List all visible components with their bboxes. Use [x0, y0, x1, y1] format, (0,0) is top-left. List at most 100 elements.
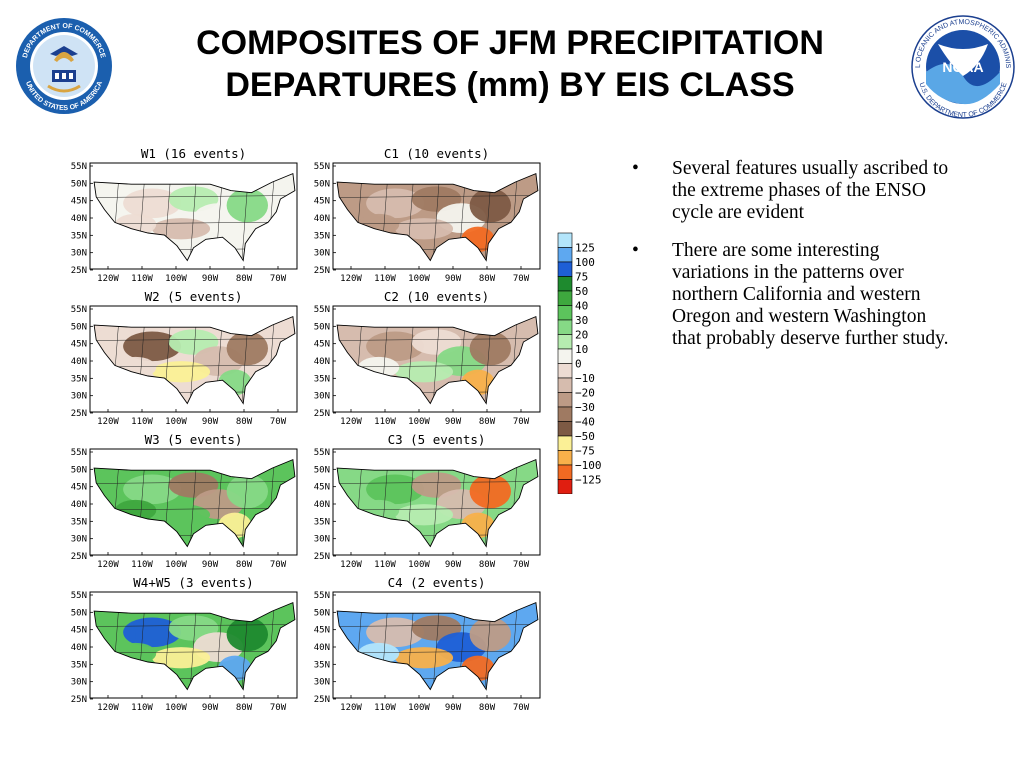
lon-tick-label: 70W	[270, 560, 287, 570]
lon-tick-label: 90W	[445, 560, 462, 570]
state-border	[337, 507, 538, 511]
shading-region	[123, 331, 182, 362]
lon-tick-label: 90W	[202, 274, 219, 284]
coastline	[93, 601, 296, 691]
lat-tick-label: 35N	[314, 517, 330, 527]
lon-tick-label: 110W	[131, 703, 153, 713]
lat-tick-label: 25N	[314, 409, 330, 419]
lon-tick-label: 70W	[270, 703, 287, 713]
lon-tick-label: 80W	[479, 560, 496, 570]
shading-region	[469, 617, 512, 652]
legend-swatch	[557, 464, 573, 480]
lon-tick-label: 120W	[97, 417, 119, 427]
panel-title: C1 (10 events)	[384, 146, 489, 161]
lon-tick-label: 70W	[513, 560, 530, 570]
legend-label: 125	[575, 242, 595, 255]
shading-region	[226, 617, 269, 652]
lat-tick-label: 35N	[71, 231, 87, 241]
legend-swatch	[557, 247, 573, 263]
lat-tick-label: 35N	[71, 660, 87, 670]
legend-label: 0	[575, 358, 582, 371]
lat-tick-label: 30N	[314, 535, 330, 545]
legend-label: −125	[575, 474, 602, 487]
state-border	[337, 221, 538, 225]
lon-tick-label: 90W	[445, 703, 462, 713]
legend-label: −50	[575, 430, 595, 443]
lon-tick-label: 80W	[479, 417, 496, 427]
legend-swatch	[557, 479, 573, 494]
lat-tick-label: 45N	[71, 626, 87, 636]
lat-tick-label: 50N	[71, 465, 87, 475]
lon-tick-label: 110W	[374, 560, 396, 570]
departure-shading	[337, 316, 538, 404]
legend-label: −100	[575, 459, 602, 472]
lat-tick-label: 35N	[71, 374, 87, 384]
legend-label: 75	[575, 271, 588, 284]
map-panel-c4: C4 (2 events) 55N 50N 45N 40N 35N 30N 25N 120W 11…	[314, 575, 541, 713]
lon-tick-label: 110W	[374, 417, 396, 427]
map-panel-w3: W3 (5 events) 55N 50N 45N 40N 35N 30N 25N 120W 11…	[71, 432, 298, 570]
lon-tick-label: 80W	[236, 417, 253, 427]
lat-tick-label: 35N	[314, 374, 330, 384]
legend-swatch	[557, 319, 573, 335]
lat-tick-label: 30N	[71, 535, 87, 545]
lat-tick-label: 25N	[71, 695, 87, 705]
lon-tick-label: 100W	[408, 274, 430, 284]
shading-region	[226, 474, 269, 509]
shading-region	[226, 188, 269, 223]
lon-tick-label: 100W	[408, 560, 430, 570]
state-border	[94, 195, 295, 198]
lat-tick-label: 25N	[71, 409, 87, 419]
legend-label: 50	[575, 285, 588, 298]
legend-swatch	[557, 232, 573, 248]
lat-tick-label: 40N	[71, 214, 87, 224]
lat-tick-label: 55N	[314, 591, 330, 601]
lat-tick-label: 50N	[314, 465, 330, 475]
lon-tick-label: 80W	[236, 703, 253, 713]
departure-shading	[337, 602, 538, 690]
legend-swatch	[557, 261, 573, 277]
lon-tick-label: 90W	[202, 703, 219, 713]
lat-tick-label: 45N	[314, 483, 330, 493]
lon-tick-label: 100W	[165, 560, 187, 570]
legend-label: −30	[575, 401, 595, 414]
lon-tick-label: 100W	[165, 274, 187, 284]
state-border	[94, 624, 295, 627]
panel-title: W3 (5 events)	[145, 432, 243, 447]
composite-map-grid: W1 (16 events) 55N 50N 45N 40N 35N 30N 25N 120W 1…	[71, 146, 541, 713]
shading-region	[366, 331, 425, 362]
lon-tick-label: 100W	[165, 417, 187, 427]
department-of-commerce-seal-icon: DEPARTMENT OF COMMERCE UNITED STATES OF …	[16, 18, 112, 114]
legend-label: 10	[575, 343, 588, 356]
lat-tick-label: 45N	[314, 340, 330, 350]
lon-tick-label: 80W	[236, 274, 253, 284]
legend-label: 30	[575, 314, 588, 327]
lat-tick-label: 55N	[314, 305, 330, 315]
lat-tick-label: 45N	[71, 483, 87, 493]
shading-region	[366, 617, 425, 648]
panel-title: C4 (2 events)	[388, 575, 486, 590]
lon-tick-label: 100W	[165, 703, 187, 713]
map-panel-c1: C1 (10 events) 55N 50N 45N 40N 35N 30N 25N 120W 1…	[314, 146, 541, 284]
lat-tick-label: 35N	[71, 517, 87, 527]
lon-tick-label: 100W	[408, 703, 430, 713]
lon-tick-label: 80W	[479, 274, 496, 284]
state-border	[94, 338, 295, 341]
lat-tick-label: 50N	[314, 322, 330, 332]
lat-tick-label: 55N	[314, 448, 330, 458]
lon-tick-label: 120W	[340, 703, 362, 713]
lon-tick-label: 120W	[340, 274, 362, 284]
shading-region	[366, 474, 425, 505]
lon-tick-label: 90W	[445, 274, 462, 284]
lat-tick-label: 50N	[71, 608, 87, 618]
coastline	[93, 172, 296, 262]
shading-region	[469, 188, 512, 223]
bullet-text: Several features usually ascribed to the…	[672, 158, 949, 223]
lon-tick-label: 120W	[97, 560, 119, 570]
coastline	[93, 315, 296, 405]
legend-label: −20	[575, 387, 595, 400]
lat-tick-label: 55N	[71, 448, 87, 458]
bullet-text: There are some interesting variations in…	[672, 240, 949, 349]
precipitation-legend: 1251007550403020100−10−20−30−40−50−75−10…	[557, 232, 602, 494]
legend-swatch	[557, 334, 573, 350]
